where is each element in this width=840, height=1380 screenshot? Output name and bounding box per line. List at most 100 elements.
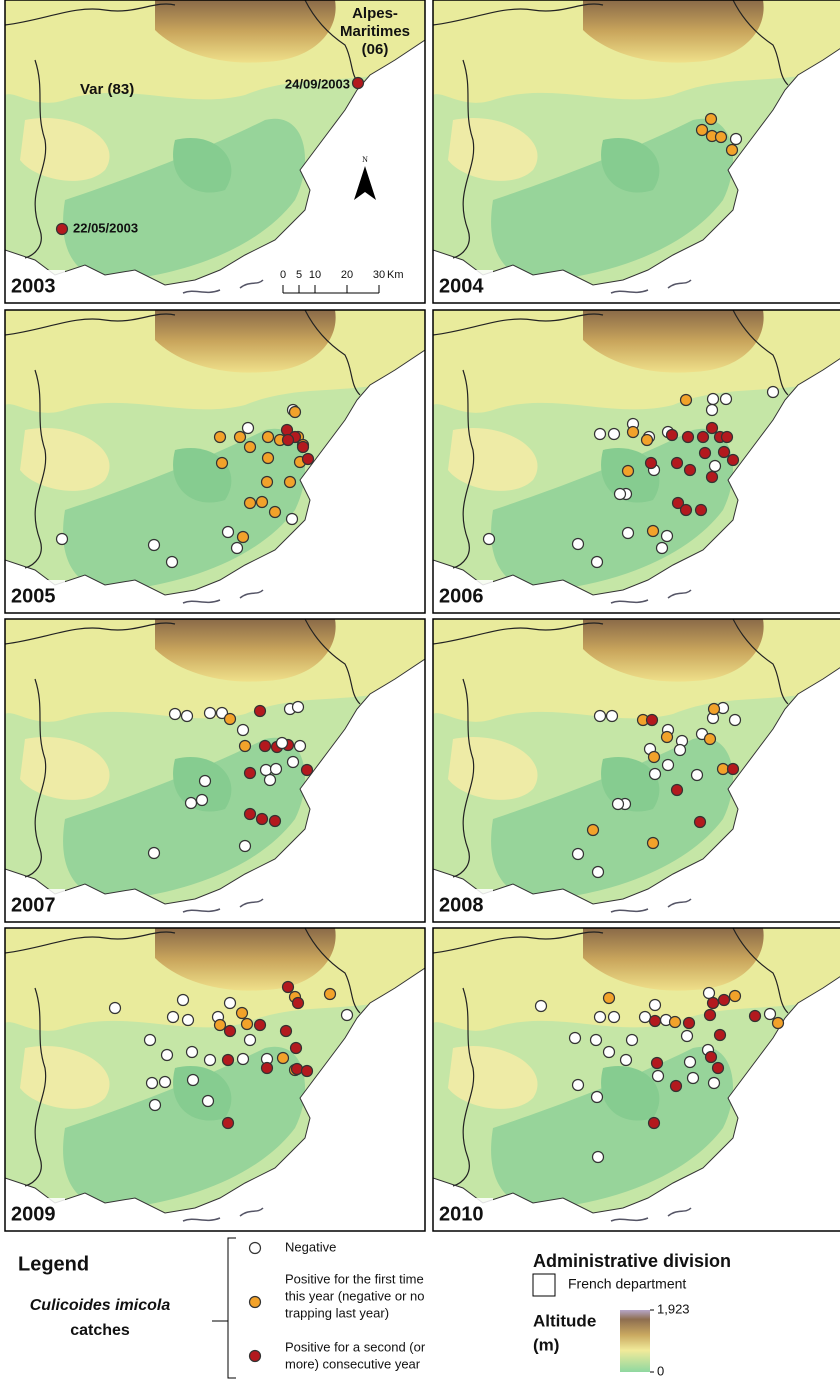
date-label: 22/05/2003: [73, 220, 138, 235]
trap-positive-first: [250, 1297, 261, 1308]
trap-negative: [591, 1035, 602, 1046]
trap-negative: [261, 765, 272, 776]
trap-negative: [621, 1055, 632, 1066]
trap-positive-consecutive: [257, 814, 268, 825]
terrain: [433, 0, 840, 303]
trap-positive-first: [649, 752, 660, 763]
legend-subject: Culicoides imicola: [30, 1297, 171, 1314]
scale-unit: Km: [387, 269, 404, 281]
trap-negative: [287, 514, 298, 525]
trap-negative: [168, 1012, 179, 1023]
trap-negative: [593, 1152, 604, 1163]
trap-negative: [609, 429, 620, 440]
trap-negative: [710, 461, 721, 472]
trap-positive-first: [215, 1020, 226, 1031]
terrain: [433, 619, 840, 922]
year-label: 2007: [11, 894, 56, 916]
trap-negative: [708, 394, 719, 405]
date-label: 24/09/2003: [285, 76, 350, 91]
trap-positive-first: [588, 825, 599, 836]
trap-positive-consecutive: [283, 982, 294, 993]
trap-positive-consecutive: [302, 1066, 313, 1077]
trap-positive-consecutive: [671, 1081, 682, 1092]
trap-positive-consecutive: [293, 998, 304, 1009]
trap-positive-first: [225, 714, 236, 725]
trap-positive-first: [718, 764, 729, 775]
trap-positive-first: [285, 477, 296, 488]
trap-negative: [160, 1077, 171, 1088]
trap-positive-consecutive: [298, 442, 309, 453]
map-panel: 2010: [433, 928, 840, 1231]
trap-negative: [205, 708, 216, 719]
trap-positive-consecutive: [719, 995, 730, 1006]
trap-negative: [232, 543, 243, 554]
trap-negative: [765, 1009, 776, 1020]
legend-key-label: this year (negative or no: [285, 1288, 424, 1303]
scale-tick-label: 0: [280, 269, 286, 281]
trap-positive-consecutive: [646, 458, 657, 469]
trap-positive-first: [257, 497, 268, 508]
trap-negative: [721, 394, 732, 405]
trap-negative: [187, 1047, 198, 1058]
trap-positive-first: [278, 1053, 289, 1064]
scale-tick-label: 30: [373, 269, 385, 281]
trap-positive-first: [235, 432, 246, 443]
trap-positive-first: [604, 993, 615, 1004]
trap-positive-consecutive: [695, 817, 706, 828]
trap-positive-first: [270, 507, 281, 518]
scale-tick-label: 10: [309, 269, 321, 281]
trap-negative: [573, 1080, 584, 1091]
trap-negative: [238, 1054, 249, 1065]
trap-negative: [183, 1015, 194, 1026]
legend-key-label: trapping last year): [285, 1305, 389, 1320]
trap-negative: [730, 715, 741, 726]
trap-negative: [663, 760, 674, 771]
trap-positive-first: [706, 114, 717, 125]
trap-negative: [595, 711, 606, 722]
trap-negative: [604, 1047, 615, 1058]
admin-title: Administrative division: [533, 1251, 731, 1271]
altitude-bar: [620, 1310, 650, 1372]
trap-negative: [200, 776, 211, 787]
trap-positive-consecutive: [672, 458, 683, 469]
trap-negative: [613, 799, 624, 810]
trap-positive-consecutive: [260, 741, 271, 752]
trap-positive-first: [238, 532, 249, 543]
trap-negative: [768, 387, 779, 398]
trap-positive-consecutive: [291, 1043, 302, 1054]
trap-negative: [650, 769, 661, 780]
map-panel: 2007: [5, 619, 425, 922]
trap-positive-first: [245, 498, 256, 509]
trap-negative: [170, 709, 181, 720]
map-panel: 2008: [433, 619, 840, 922]
trap-negative: [570, 1033, 581, 1044]
trap-positive-consecutive: [728, 764, 739, 775]
trap-negative: [595, 429, 606, 440]
trap-negative: [277, 738, 288, 749]
trap-negative: [57, 534, 68, 545]
trap-negative: [223, 527, 234, 538]
trap-negative: [688, 1073, 699, 1084]
trap-positive-first: [648, 838, 659, 849]
trap-positive-consecutive: [262, 1063, 273, 1074]
trap-positive-first: [628, 427, 639, 438]
north-label: N: [362, 155, 368, 164]
trap-negative: [609, 1012, 620, 1023]
trap-positive-first: [681, 395, 692, 406]
trap-positive-first: [709, 704, 720, 715]
trap-negative: [657, 543, 668, 554]
trap-positive-first: [623, 466, 634, 477]
legend-subject: catches: [70, 1322, 130, 1339]
trap-negative: [182, 711, 193, 722]
map-panel: 2006: [433, 310, 840, 613]
trap-positive-consecutive: [270, 816, 281, 827]
trap-negative: [145, 1035, 156, 1046]
trap-positive-consecutive: [250, 1351, 261, 1362]
trap-positive-consecutive: [667, 430, 678, 441]
trap-positive-first: [730, 991, 741, 1002]
year-label: 2008: [439, 894, 484, 916]
trap-positive-consecutive: [223, 1118, 234, 1129]
trap-positive-consecutive: [652, 1058, 663, 1069]
trap-positive-consecutive: [683, 432, 694, 443]
